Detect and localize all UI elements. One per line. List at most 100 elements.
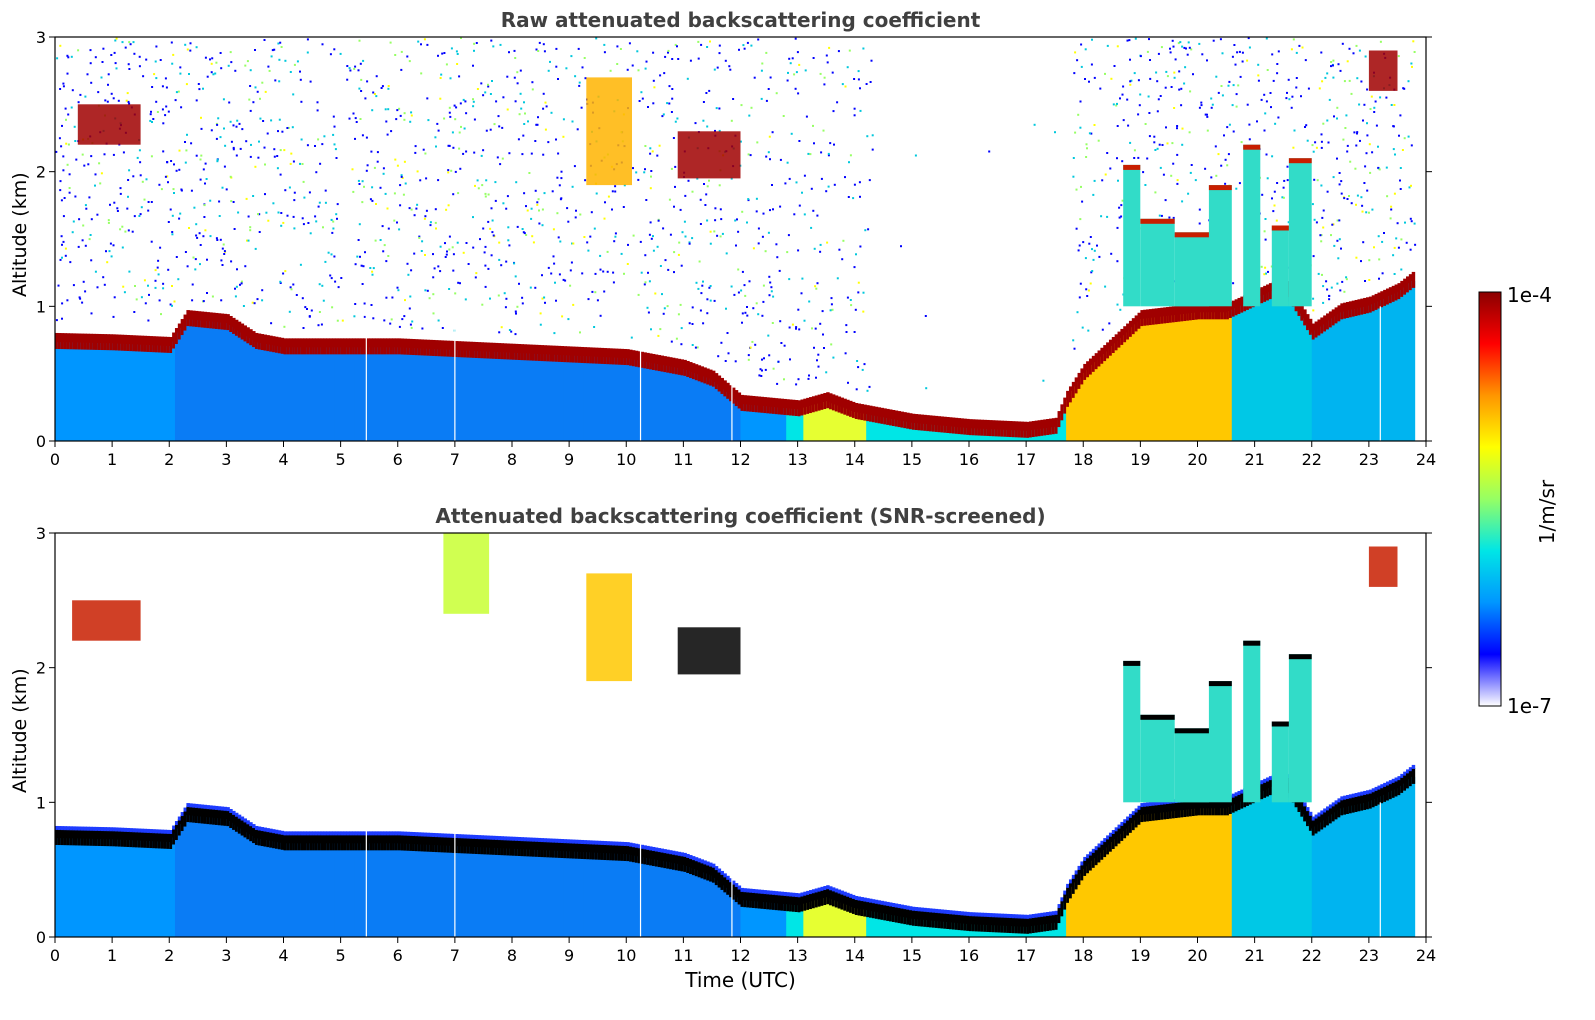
- bl-edge: [800, 892, 804, 897]
- bl-top-band: [554, 345, 559, 362]
- bl-top-band: [954, 417, 959, 434]
- bl-column: [480, 351, 485, 441]
- bl-top-band: [794, 400, 799, 417]
- bl-column: [1097, 855, 1101, 937]
- bl-top-band: [117, 334, 122, 351]
- noise-pixel: [185, 83, 188, 86]
- noise-pixel: [661, 293, 663, 296]
- bl-column: [246, 832, 250, 937]
- noise-pixel: [649, 147, 652, 150]
- bl-column: [589, 852, 593, 937]
- bl-top-band: [149, 336, 153, 353]
- bl-column: [789, 408, 793, 441]
- bl-top-band: [232, 813, 236, 830]
- noise-pixel: [649, 152, 652, 155]
- bl-top-band: [846, 399, 850, 416]
- convective-plumes: [1123, 144, 1312, 307]
- noise-pixel: [1361, 204, 1364, 207]
- bl-edge: [423, 832, 427, 837]
- bl-column: [237, 330, 242, 441]
- noise-pixel: [1099, 87, 1102, 90]
- noise-pixel: [1161, 144, 1164, 146]
- noise-pixel: [60, 235, 63, 238]
- bl-edge: [831, 887, 836, 892]
- noise-pixel: [572, 303, 575, 306]
- noise-pixel: [70, 106, 73, 109]
- bl-column: [286, 843, 290, 937]
- noise-pixel: [531, 88, 534, 91]
- bl-top-band: [166, 832, 170, 849]
- noise-pixel: [1156, 110, 1159, 113]
- noise-pixel: [646, 306, 649, 309]
- bl-column: [634, 855, 639, 937]
- bl-column: [249, 338, 253, 441]
- noise-pixel: [418, 236, 421, 239]
- noise-pixel: [494, 181, 497, 184]
- bl-edge: [297, 831, 302, 836]
- noise-pixel: [66, 72, 69, 75]
- bl-top-band: [192, 806, 196, 823]
- bl-column: [1137, 321, 1141, 441]
- bl-column: [486, 351, 490, 441]
- bl-column: [446, 845, 450, 937]
- bl-top-band: [1240, 792, 1244, 809]
- x-tick-label: 19: [1130, 450, 1150, 469]
- noise-pixel: [452, 269, 455, 272]
- bl-column: [80, 838, 85, 937]
- bl-edge: [374, 831, 379, 836]
- bl-top-band: [606, 348, 610, 365]
- bl-top-band: [312, 338, 316, 355]
- bl-top-band: [254, 332, 259, 349]
- bl-column: [523, 849, 527, 937]
- bl-column: [649, 858, 653, 937]
- noise-pixel: [245, 197, 248, 200]
- bl-top-band: [57, 333, 62, 350]
- bl-top-band: [317, 834, 322, 851]
- noise-pixel: [456, 241, 459, 244]
- bl-column: [300, 843, 305, 937]
- bl-column: [1111, 842, 1116, 937]
- noise-pixel: [1390, 104, 1393, 106]
- bl-top-band: [529, 840, 533, 857]
- noise-pixel: [472, 216, 474, 219]
- y-tick-label: 2: [36, 163, 46, 182]
- noise-pixel: [513, 262, 516, 265]
- x-tick-label: 11: [673, 946, 693, 965]
- bl-column: [94, 838, 99, 937]
- noise-pixel: [282, 221, 285, 224]
- bl-edge: [743, 888, 747, 893]
- noise-pixel: [1237, 84, 1240, 87]
- noise-pixel: [406, 55, 409, 58]
- noise-pixel: [473, 42, 476, 45]
- noise-pixel: [349, 69, 352, 72]
- bl-top-band: [254, 828, 259, 845]
- noise-pixel: [1263, 273, 1266, 276]
- noise-pixel: [611, 190, 614, 193]
- plume-top: [1174, 728, 1209, 734]
- noise-pixel: [518, 113, 521, 116]
- bl-top-band: [1391, 781, 1396, 798]
- noise-pixel: [375, 203, 377, 205]
- bl-column: [1388, 792, 1393, 937]
- bl-edge: [1326, 806, 1330, 811]
- noise-pixel: [88, 196, 91, 199]
- bl-edge: [806, 890, 810, 895]
- noise-pixel: [1231, 55, 1234, 58]
- noise-pixel: [327, 251, 330, 254]
- noise-pixel: [128, 41, 131, 44]
- bl-edge: [1343, 795, 1347, 800]
- bl-column: [1083, 868, 1087, 937]
- noise-pixel: [541, 297, 544, 300]
- noise-pixel: [1295, 77, 1298, 79]
- noise-pixel: [267, 219, 270, 222]
- noise-pixel: [583, 57, 586, 59]
- bl-edge: [372, 831, 376, 836]
- noise-pixel: [1110, 252, 1113, 255]
- bl-column: [214, 321, 219, 441]
- bl-edge: [474, 834, 479, 839]
- bl-edge: [529, 837, 533, 842]
- noise-pixel: [827, 152, 830, 155]
- bl-edge: [163, 829, 167, 834]
- bl-column: [269, 840, 273, 937]
- bl-top-band: [114, 830, 119, 847]
